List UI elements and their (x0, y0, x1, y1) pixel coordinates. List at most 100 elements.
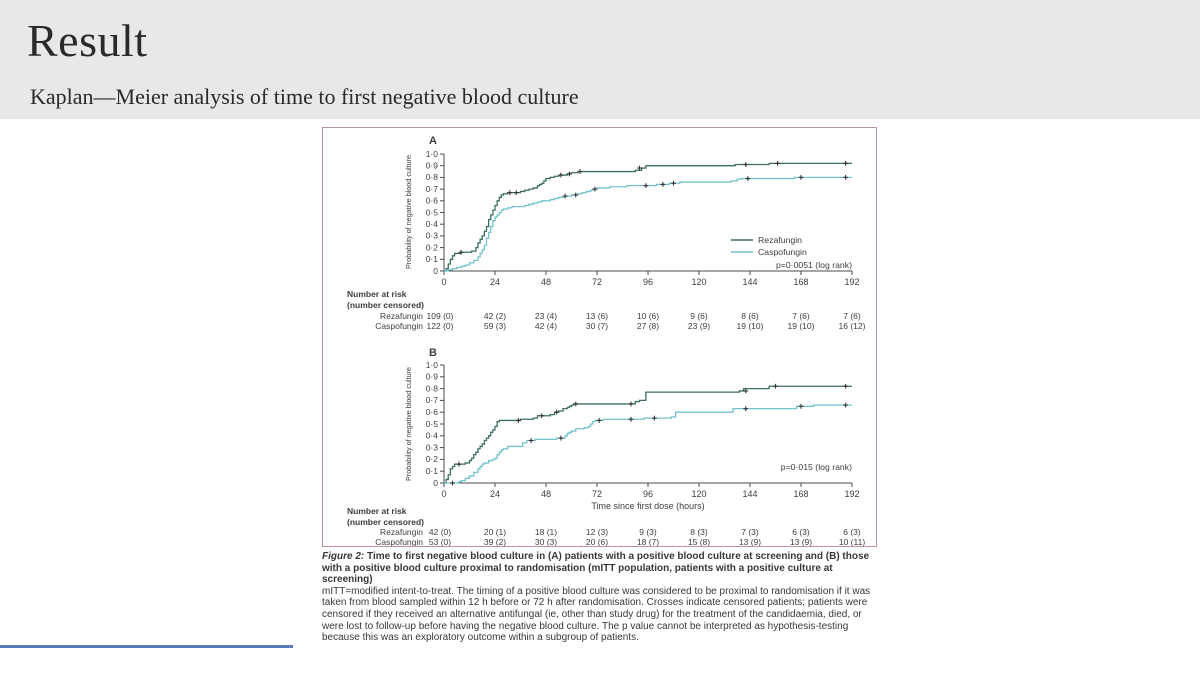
y-tick-label: 0·7 (426, 184, 439, 194)
x-tick-label: 120 (691, 489, 706, 499)
risk-value: 53 (0) (429, 537, 451, 546)
y-tick-label: 0·7 (426, 395, 439, 405)
km-curve-rezafungin (444, 385, 852, 484)
y-axis-title: Probability of negative blood culture (404, 367, 413, 481)
risk-value: 18 (7) (637, 537, 659, 546)
risk-table-header: Number at risk (347, 289, 407, 299)
y-tick-label: 0·6 (426, 407, 439, 417)
risk-value: 15 (8) (688, 537, 710, 546)
figure-caption-body: mITT=modified intent-to-treat. The timin… (322, 585, 871, 644)
risk-value: 9 (3) (639, 527, 657, 537)
risk-value: 19 (10) (737, 321, 764, 331)
y-tick-label: 0·2 (426, 454, 439, 464)
x-tick-label: 0 (441, 489, 446, 499)
risk-table-header: Number at risk (347, 506, 407, 516)
x-tick-label: 72 (592, 277, 602, 287)
accent-line (0, 645, 293, 648)
y-tick-label: 0 (433, 478, 438, 488)
y-tick-label: 0·9 (426, 161, 439, 171)
x-tick-label: 168 (793, 277, 808, 287)
panel-label: A (429, 135, 437, 147)
figure-caption-title: Figure 2: Time to first negative blood c… (322, 551, 880, 586)
risk-value: 8 (6) (741, 311, 759, 321)
risk-value: 20 (6) (586, 537, 608, 546)
risk-value: 42 (2) (484, 311, 506, 321)
risk-value: 10 (11) (839, 537, 865, 546)
risk-value: 7 (3) (741, 527, 759, 537)
risk-row-label: Caspofungin (375, 321, 423, 331)
y-tick-label: 0·4 (426, 219, 439, 229)
risk-value: 8 (3) (690, 527, 708, 537)
risk-value: 12 (3) (586, 527, 608, 537)
y-tick-label: 1·0 (426, 360, 439, 370)
legend-label: Rezafungin (758, 235, 802, 245)
risk-value: 13 (9) (739, 537, 761, 546)
km-curve-caspofungin (444, 176, 852, 272)
figure-caption-title-text: Time to first negative blood culture in … (322, 551, 870, 586)
risk-value: 42 (0) (429, 527, 451, 537)
risk-value: 18 (1) (535, 527, 557, 537)
risk-value: 19 (10) (788, 321, 815, 331)
y-axis-title: Probability of negative blood culture (404, 155, 413, 269)
risk-value: 16 (12) (839, 321, 866, 331)
x-tick-label: 96 (643, 489, 653, 499)
risk-value: 13 (6) (586, 311, 608, 321)
x-tick-label: 24 (490, 489, 500, 499)
x-tick-label: 144 (742, 277, 757, 287)
risk-value: 7 (6) (792, 311, 810, 321)
risk-value: 59 (3) (484, 321, 506, 331)
risk-table-header2: (number censored) (347, 517, 424, 527)
x-tick-label: 192 (844, 277, 859, 287)
risk-row-label: Caspofungin (375, 537, 423, 546)
risk-value: 6 (3) (843, 527, 861, 537)
y-tick-label: 0·4 (426, 431, 439, 441)
p-value-label: p=0·0051 (log rank) (776, 260, 852, 270)
risk-value: 10 (6) (637, 311, 659, 321)
x-tick-label: 48 (541, 277, 551, 287)
risk-row-label: Rezafungin (380, 311, 423, 321)
y-tick-label: 0·1 (426, 466, 439, 476)
slide-subtitle: Kaplan—Meier analysis of time to first n… (30, 84, 579, 109)
risk-value: 39 (2) (484, 537, 506, 546)
risk-value: 23 (9) (688, 321, 710, 331)
x-tick-label: 72 (592, 489, 602, 499)
x-tick-label: 192 (844, 489, 859, 499)
km-chart-b: 1·0 0·90·8 0·7 0·6 0·5 0·40·3 0·2 0·1 00 24 48 72 96… (347, 347, 865, 546)
risk-row-label: Rezafungin (380, 527, 423, 537)
risk-value: 42 (4) (535, 321, 557, 331)
risk-value: 27 (8) (637, 321, 659, 331)
y-tick-label: 0·8 (426, 383, 439, 393)
y-tick-label: 0·3 (426, 231, 439, 241)
risk-value: 30 (7) (586, 321, 608, 331)
x-tick-label: 144 (742, 489, 757, 499)
x-axis-title: Time since first dose (hours) (591, 501, 704, 511)
risk-value: 9 (6) (690, 311, 708, 321)
p-value-label: p=0·015 (log rank) (781, 462, 852, 472)
km-chart-a: 1·0 0·90·8 0·7 0·60·5 0·4 0·30·2 0·1 00 24 48 72 96… (347, 135, 866, 331)
risk-value: 7 (6) (843, 311, 861, 321)
y-tick-label: 0·1 (426, 254, 439, 264)
x-tick-label: 0 (441, 277, 446, 287)
risk-value: 23 (4) (535, 311, 557, 321)
x-tick-label: 48 (541, 489, 551, 499)
y-tick-label: 0·8 (426, 172, 439, 182)
y-tick-label: 0 (433, 266, 438, 276)
risk-value: 13 (9) (790, 537, 812, 546)
x-tick-label: 24 (490, 277, 500, 287)
legend-label: Caspofungin (758, 247, 807, 257)
risk-value: 30 (3) (535, 537, 557, 546)
y-tick-label: 0·5 (426, 207, 439, 217)
y-tick-label: 1·0 (426, 149, 439, 159)
y-tick-label: 0·5 (426, 419, 439, 429)
risk-value: 122 (0) (427, 321, 454, 331)
figure-caption-label: Figure 2: (322, 551, 365, 562)
figure-panel: 1·0 0·9 0·8 0·7 0·6 0·5 0·4 0·3 0·2 0·1 0 0 24 48 72 96… (322, 127, 877, 547)
risk-value: 6 (3) (792, 527, 810, 537)
risk-value: 20 (1) (484, 527, 506, 537)
y-tick-label: 0·3 (426, 442, 439, 452)
y-tick-label: 0·9 (426, 372, 439, 382)
x-tick-label: 120 (691, 277, 706, 287)
x-tick-label: 168 (793, 489, 808, 499)
figure-caption: Figure 2: Time to first negative blood c… (322, 551, 880, 644)
x-tick-label: 96 (643, 277, 653, 287)
